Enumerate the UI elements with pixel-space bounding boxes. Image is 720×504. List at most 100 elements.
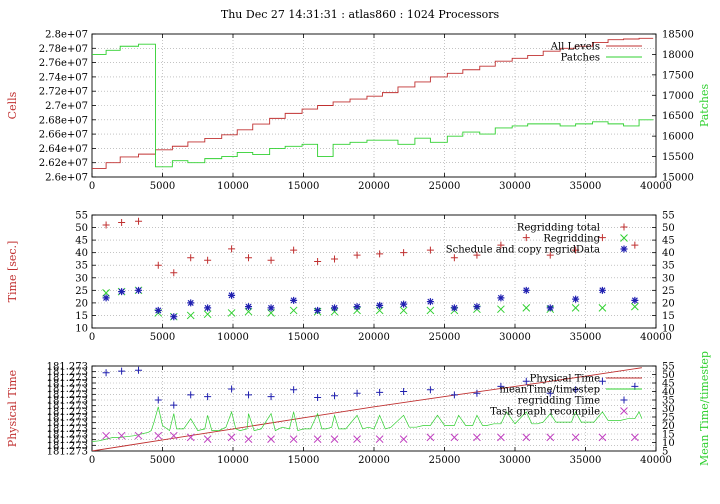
y2-tick-label: 16500 [662, 111, 694, 122]
data-point [187, 391, 195, 399]
y-tick-label: 2.7e+07 [45, 101, 88, 112]
y-tick-label: 181.273 [47, 367, 88, 378]
y-tick-label: 181.273 [47, 413, 88, 424]
data-point [571, 433, 580, 442]
x-tick-label: 15000 [288, 181, 320, 192]
data-point [154, 306, 162, 314]
data-point [135, 366, 143, 374]
data-point [135, 217, 143, 225]
legend-label: regridding Time [518, 396, 600, 407]
legend-label: Task graph recompile [490, 407, 600, 418]
data-point [426, 246, 434, 254]
y2-tick-label: 45 [662, 236, 675, 247]
data-point [134, 431, 143, 440]
x-tick-label: 5000 [150, 332, 175, 343]
data-point [376, 388, 384, 396]
data-point [571, 304, 580, 312]
y2-tick-label: 25 [662, 413, 675, 424]
y2-tick-label: 17000 [662, 91, 694, 102]
data-point [473, 303, 481, 311]
y2-tick-label: 35 [662, 396, 675, 407]
y2-axis-label: Patches [698, 84, 711, 128]
data-point [522, 304, 531, 312]
data-point [497, 433, 505, 442]
y2-tick-label: 15500 [662, 152, 694, 163]
chart-panel-1: 0 5000 10000 15000 20000 25000 30000 35000 40000… [6, 30, 711, 193]
x-tick-label: 30000 [499, 181, 531, 192]
data-point [522, 377, 530, 385]
y-tick-label: 181.273 [47, 396, 88, 407]
legend-marker [620, 223, 628, 231]
y-axis-label: Cells [6, 91, 19, 119]
data-point [118, 219, 126, 227]
data-point [331, 392, 339, 400]
y2-tick-label: 10 [662, 438, 675, 449]
series-line [92, 43, 654, 168]
data-point [353, 303, 361, 311]
y-axis-label: Physical Time [6, 370, 19, 447]
legend-marker [620, 234, 628, 242]
y2-tick-label: 50 [662, 370, 675, 381]
legend-marker [620, 396, 628, 404]
y2-tick-label: 16000 [662, 132, 694, 143]
y-tick-label: 50 [75, 223, 88, 234]
figure-title: Thu Dec 27 14:31:31 : atlas860 : 1024 Pr… [220, 8, 500, 21]
data-point [399, 306, 408, 315]
series-group [92, 366, 643, 451]
data-point [186, 433, 195, 442]
y2-tick-label: 15 [662, 311, 675, 322]
data-point [289, 306, 298, 315]
data-point [400, 300, 408, 308]
data-point [245, 303, 253, 311]
data-point [353, 251, 361, 259]
data-point [399, 435, 408, 443]
data-point [102, 221, 110, 229]
x-tick-label: 0 [89, 181, 95, 192]
data-point [169, 431, 178, 440]
data-point [204, 304, 212, 312]
data-point [497, 294, 505, 302]
legend-label: Physical Time [530, 374, 600, 385]
data-point [267, 393, 275, 401]
x-tick-label: 30000 [499, 332, 531, 343]
data-point [313, 435, 322, 443]
x-tick-label: 35000 [570, 181, 602, 192]
data-point [546, 433, 555, 442]
series-line [92, 367, 642, 451]
y-tick-label: 35 [75, 261, 88, 272]
x-tick-label: 0 [89, 332, 95, 343]
data-point [572, 386, 580, 394]
y-tick-label: 30 [75, 273, 88, 284]
data-point [331, 255, 339, 263]
y-tick-label: 181.273 [47, 447, 88, 458]
y-tick-label: 2.74e+07 [39, 72, 88, 83]
legend-label: meanTime/timestep [499, 385, 600, 396]
data-point [245, 254, 253, 262]
data-point [314, 393, 322, 401]
data-point [102, 431, 110, 440]
chart-panel-2: 0 5000 10000 15000 20000 25000 30000 35000 40000… [6, 211, 675, 344]
data-point [473, 389, 481, 397]
data-point [203, 310, 212, 319]
data-point [450, 254, 458, 262]
data-point [170, 401, 178, 409]
data-point [267, 304, 275, 312]
y2-tick-label: 35 [662, 261, 675, 272]
y2-tick-label: 55 [662, 362, 675, 373]
data-point [598, 433, 607, 442]
data-point [375, 435, 384, 443]
data-point [376, 250, 384, 258]
data-point [353, 389, 361, 397]
series-group [92, 37, 654, 169]
y2-tick-label: 30 [662, 273, 675, 284]
series-group [102, 217, 639, 321]
x-tick-label: 20000 [358, 181, 390, 192]
x-tick-label: 40000 [640, 455, 672, 466]
y-tick-label: 10 [75, 324, 88, 335]
y2-tick-label: 30 [662, 404, 675, 415]
y2-tick-label: 25 [662, 286, 675, 297]
data-point [331, 304, 339, 312]
y2-tick-label: 40 [662, 387, 675, 398]
y-tick-label: 181.273 [47, 430, 88, 441]
y-tick-label: 181.273 [47, 435, 88, 446]
